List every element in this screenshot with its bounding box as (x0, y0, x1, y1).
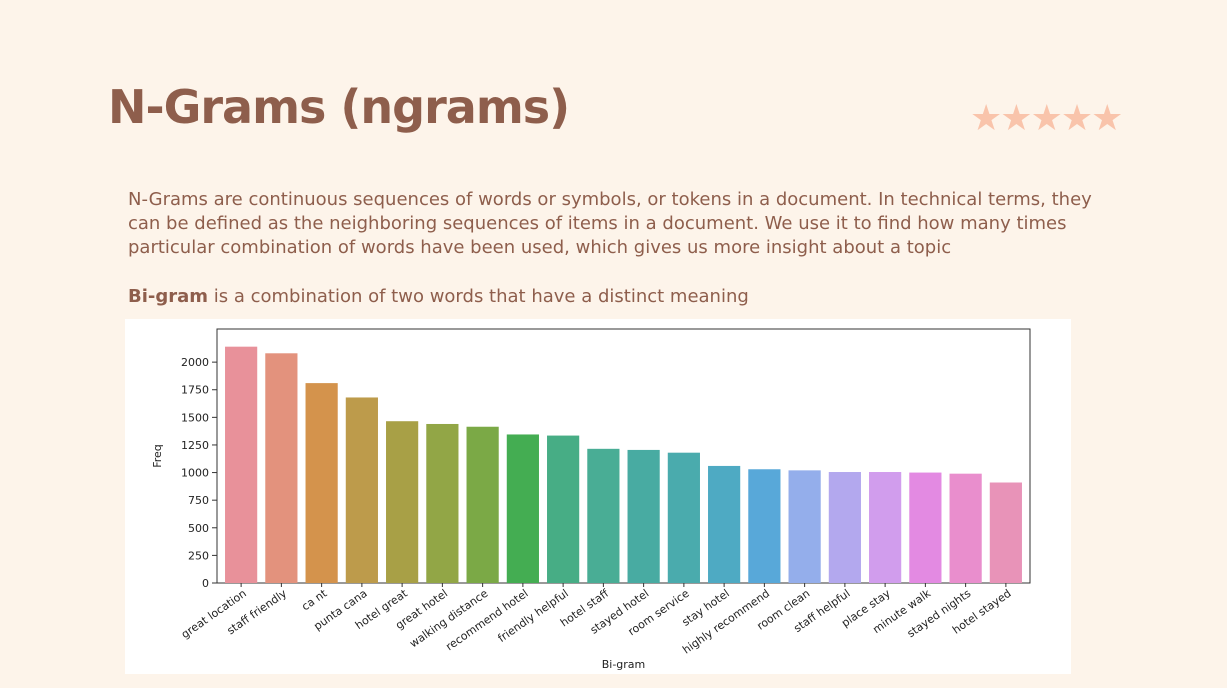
x-tick-label: ca nt (299, 586, 330, 613)
bar (949, 473, 982, 583)
bar (788, 470, 821, 583)
star-icon: ★ (1091, 98, 1123, 139)
star-rating: ★★★★★ (970, 98, 1123, 139)
y-tick-label: 1000 (181, 467, 209, 480)
bar (909, 472, 942, 583)
bar (506, 434, 539, 583)
bar (748, 469, 781, 583)
bar (667, 452, 700, 583)
x-axis-label: Bi-gram (602, 658, 646, 671)
star-icon: ★ (1030, 98, 1063, 139)
y-tick-label: 0 (202, 577, 209, 590)
bar (386, 421, 419, 583)
bar (989, 482, 1022, 583)
x-tick-label: great location (179, 587, 249, 641)
slide-title: N-Grams (ngrams) (108, 80, 570, 134)
bigram-description: is a combination of two words that have … (208, 286, 749, 307)
star-icon: ★ (1060, 98, 1093, 139)
y-tick-label: 1250 (181, 439, 209, 452)
y-tick-label: 500 (188, 522, 209, 535)
bar (265, 353, 298, 583)
y-axis-label: Freq (151, 444, 164, 468)
bar (587, 448, 620, 583)
bar (426, 423, 459, 583)
y-tick-label: 250 (188, 549, 209, 562)
plot-frame (216, 328, 1031, 584)
y-tick-label: 750 (188, 494, 209, 507)
y-tick-label: 1750 (181, 384, 209, 397)
bar (627, 449, 660, 583)
star-icon: ★ (970, 98, 1002, 139)
bar (708, 465, 741, 583)
bar (225, 346, 258, 583)
bigram-term: Bi-gram (128, 286, 209, 307)
bigram-chart: 0 250 500 750 1000 1250 1500 1750 2000 great loca… (125, 319, 1071, 674)
bar (547, 435, 580, 583)
bigram-chart-svg: 0 250 500 750 1000 1250 1500 1750 2000 great loca… (151, 328, 1031, 671)
star-icon: ★ (1000, 98, 1032, 139)
bar (869, 472, 902, 583)
bigram-definition: Bi-gram is a combination of two words th… (128, 286, 749, 307)
x-tick-label: friendly helpful (495, 587, 570, 645)
description-paragraph: N-Grams are continuous sequences of word… (128, 189, 1092, 258)
bar (466, 426, 499, 583)
bar (828, 472, 861, 583)
bar (345, 397, 378, 583)
y-tick-label: 2000 (181, 356, 209, 369)
y-tick-label: 1500 (181, 411, 209, 424)
bar (305, 383, 338, 583)
